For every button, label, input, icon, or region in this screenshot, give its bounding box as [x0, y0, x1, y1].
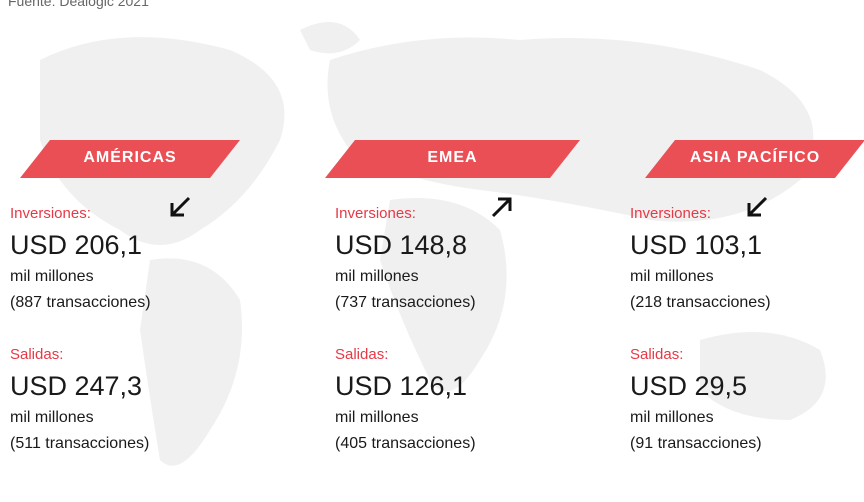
unit: mil millones — [335, 268, 419, 285]
amount: USD 148,8 — [335, 230, 468, 260]
label: Inversiones: — [630, 205, 711, 222]
amount: USD 126,1 — [335, 371, 468, 401]
unit: mil millones — [630, 409, 714, 426]
region-name: ASIA PACÍFICO — [689, 149, 821, 166]
region-name: AMÉRICAS — [83, 149, 177, 166]
trend-arrow — [170, 196, 191, 217]
region-banner: EMEA — [325, 140, 580, 178]
unit: mil millones — [10, 409, 94, 426]
region-banner: ASIA PACÍFICO — [645, 140, 864, 178]
region-name: EMEA — [427, 149, 478, 166]
label: Inversiones: — [10, 205, 91, 222]
deals: (511 transacciones) — [10, 435, 150, 452]
unit: mil millones — [10, 268, 94, 285]
label: Inversiones: — [335, 205, 416, 222]
banner-shape — [325, 140, 580, 178]
source-note: Fuente: Dealogic 2021 — [8, 0, 149, 9]
trend-arrow — [747, 196, 768, 217]
amount: USD 29,5 — [630, 371, 748, 401]
banner-shape — [20, 140, 240, 178]
amount: USD 206,1 — [10, 230, 143, 260]
unit: mil millones — [335, 409, 419, 426]
label: Salidas: — [10, 346, 64, 363]
label: Salidas: — [630, 346, 684, 363]
amount: USD 247,3 — [10, 371, 143, 401]
deals: (887 transacciones) — [10, 294, 151, 311]
deals: (91 transacciones) — [630, 435, 762, 452]
label: Salidas: — [335, 346, 389, 363]
unit: mil millones — [630, 268, 714, 285]
banner-shape — [645, 140, 864, 178]
deals: (737 transacciones) — [335, 294, 476, 311]
deals: (405 transacciones) — [335, 435, 476, 452]
trend-arrow — [491, 197, 512, 218]
region-banner: AMÉRICAS — [20, 140, 240, 178]
deals: (218 transacciones) — [630, 294, 771, 311]
amount: USD 103,1 — [630, 230, 763, 260]
